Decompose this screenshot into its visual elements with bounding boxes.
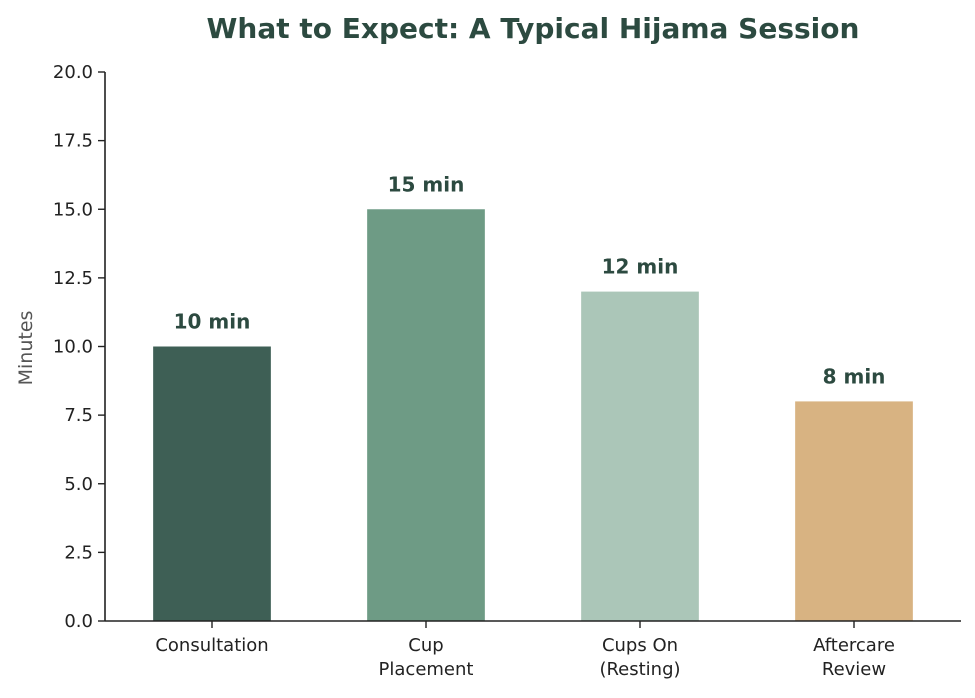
y-tick-label: 7.5 <box>64 405 93 426</box>
y-tick-label: 10.0 <box>53 337 93 358</box>
bar <box>367 209 485 621</box>
bar-value-label: 8 min <box>823 364 886 388</box>
y-axis-label: Minutes <box>15 311 37 386</box>
bar-value-label: 15 min <box>388 172 465 196</box>
y-axis-ticks: 0.0 2.5 5.0 7.5 10.0 12.5 15.0 17.5 20.0 <box>53 62 105 632</box>
bar-value-label: 12 min <box>602 255 679 279</box>
x-tick-label: (Resting) <box>599 659 680 680</box>
y-tick-label: 0.0 <box>64 611 93 632</box>
y-tick-label: 5.0 <box>64 474 93 495</box>
x-tick-label: Placement <box>379 659 474 680</box>
y-tick-label: 15.0 <box>53 199 93 220</box>
x-tick-label: Cup <box>408 635 443 656</box>
y-tick-label: 17.5 <box>53 131 93 152</box>
y-tick-label: 12.5 <box>53 268 93 289</box>
data-labels-group: 10 min 15 min 12 min 8 min <box>174 172 886 388</box>
x-tick-label: Consultation <box>155 635 268 656</box>
bar <box>795 401 913 621</box>
y-tick-label: 20.0 <box>53 62 93 83</box>
bars-group <box>153 209 913 621</box>
x-axis-ticks: Consultation Cup Placement Cups On (Resting)… <box>155 621 895 680</box>
y-tick-label: 2.5 <box>64 542 93 563</box>
x-tick-label: Cups On <box>602 635 678 656</box>
bar <box>153 346 271 621</box>
bar <box>581 291 699 621</box>
chart-title: What to Expect: A Typical Hijama Session <box>207 12 860 45</box>
x-tick-label: Aftercare <box>813 635 895 656</box>
bar-value-label: 10 min <box>174 310 251 334</box>
x-tick-label: Review <box>822 659 886 680</box>
